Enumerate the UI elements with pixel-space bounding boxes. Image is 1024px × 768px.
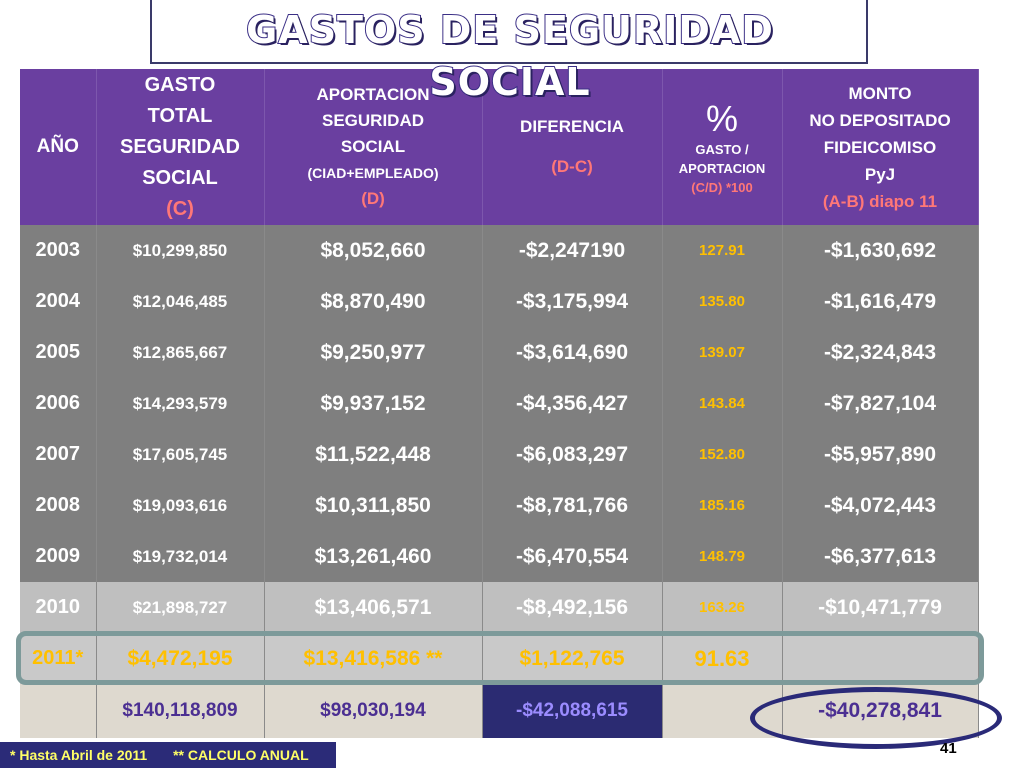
header-gasto-total: GASTO TOTAL SEGURIDAD SOCIAL (C) [96, 69, 265, 225]
cell-porcentaje: 152.80 [662, 429, 783, 480]
cell-gasto: $12,046,485 [96, 276, 265, 327]
header-aportacion: APORTACION SEGURIDAD SOCIAL (CIAD+EMPLEA… [264, 69, 483, 225]
cell-anio: 2007 [20, 429, 97, 480]
cell-gasto: $19,093,616 [96, 480, 265, 531]
cell-anio: 2004 [20, 276, 97, 327]
cell-monto: -$5,957,890 [782, 429, 979, 480]
cell-aportacion: $13,416,586 ** [264, 633, 483, 684]
header-diferencia: DIFERENCIA (D-C) [482, 69, 663, 225]
cell-monto: -$6,377,613 [782, 531, 979, 582]
cell-gasto: $14,293,579 [96, 378, 265, 429]
cell-anio: 2005 [20, 327, 97, 378]
header-anio: AÑO [20, 69, 97, 225]
cell-gasto: $21,898,727 [96, 582, 265, 633]
table-row-totals: $140,118,809 $98,030,194 -$42,088,615 -$… [20, 684, 979, 738]
table-row: 2004 $12,046,485 $8,870,490 -$3,175,994 … [20, 276, 979, 327]
cell-diferencia: $1,122,765 [482, 633, 663, 684]
cell-monto [782, 633, 979, 684]
table-row-2011: 2011* $4,472,195 $13,416,586 ** $1,122,7… [20, 633, 979, 684]
table-row: 2007 $17,605,745 $11,522,448 -$6,083,297… [20, 429, 979, 480]
cell-anio: 2011* [20, 633, 97, 684]
cell-gasto: $19,732,014 [96, 531, 265, 582]
cell-porcentaje: 91.63 [662, 633, 783, 684]
cell-aportacion: $11,522,448 [264, 429, 483, 480]
cell-aportacion: $13,261,460 [264, 531, 483, 582]
cell-diferencia: -$4,356,427 [482, 378, 663, 429]
social-security-table: AÑO GASTO TOTAL SEGURIDAD SOCIAL (C) APO… [20, 69, 979, 738]
header-porcentaje: % GASTO / APORTACION (C/D) *100 [662, 69, 783, 225]
cell-diferencia: -$3,614,690 [482, 327, 663, 378]
title-box [150, 0, 868, 64]
cell-aportacion: $13,406,571 [264, 582, 483, 633]
table-row: 2008 $19,093,616 $10,311,850 -$8,781,766… [20, 480, 979, 531]
cell-diferencia: -$3,175,994 [482, 276, 663, 327]
cell-gasto: $10,299,850 [96, 225, 265, 276]
cell-diferencia: -$2,247190 [482, 225, 663, 276]
cell-gasto: $4,472,195 [96, 633, 265, 684]
table-header-row: AÑO GASTO TOTAL SEGURIDAD SOCIAL (C) APO… [20, 69, 979, 225]
table-row: 2009 $19,732,014 $13,261,460 -$6,470,554… [20, 531, 979, 582]
cell-total-monto: -$40,278,841 [782, 684, 979, 738]
table-row: 2005 $12,865,667 $9,250,977 -$3,614,690 … [20, 327, 979, 378]
cell-total-gasto: $140,118,809 [96, 684, 265, 738]
cell-aportacion: $10,311,850 [264, 480, 483, 531]
cell-porcentaje: 148.79 [662, 531, 783, 582]
cell-porcentaje: 143.84 [662, 378, 783, 429]
slide-title-line-1: GASTOS DE SEGURIDAD [245, 7, 774, 53]
cell-aportacion: $8,870,490 [264, 276, 483, 327]
table-row: 2003 $10,299,850 $8,052,660 -$2,247190 1… [20, 225, 979, 276]
cell-monto: -$7,827,104 [782, 378, 979, 429]
page-number: 41 [940, 740, 957, 757]
cell-monto: -$2,324,843 [782, 327, 979, 378]
cell-anio: 2003 [20, 225, 97, 276]
table-row: 2006 $14,293,579 $9,937,152 -$4,356,427 … [20, 378, 979, 429]
cell-aportacion: $9,250,977 [264, 327, 483, 378]
cell-gasto: $17,605,745 [96, 429, 265, 480]
cell-diferencia: -$8,781,766 [482, 480, 663, 531]
cell-porcentaje: 163.26 [662, 582, 783, 633]
cell-porcentaje: 127.91 [662, 225, 783, 276]
table-row: 2010 $21,898,727 $13,406,571 -$8,492,156… [20, 582, 979, 633]
cell-porcentaje: 139.07 [662, 327, 783, 378]
footnote-bar: * Hasta Abril de 2011 ** CALCULO ANUAL [0, 742, 336, 768]
cell-anio: 2009 [20, 531, 97, 582]
cell-anio: 2008 [20, 480, 97, 531]
cell-total-diferencia: -$42,088,615 [482, 684, 663, 738]
header-monto: MONTO NO DEPOSITADO FIDEICOMISO PyJ (A-B… [782, 69, 979, 225]
cell-porcentaje: 185.16 [662, 480, 783, 531]
cell-diferencia: -$6,083,297 [482, 429, 663, 480]
footnote-hasta-abril: * Hasta Abril de 2011 [10, 747, 148, 763]
cell-monto: -$4,072,443 [782, 480, 979, 531]
cell-total-anio [20, 684, 97, 738]
cell-aportacion: $8,052,660 [264, 225, 483, 276]
cell-gasto: $12,865,667 [96, 327, 265, 378]
cell-anio: 2010 [20, 582, 97, 633]
cell-monto: -$10,471,779 [782, 582, 979, 633]
cell-aportacion: $9,937,152 [264, 378, 483, 429]
footnote-calculo-anual: ** CALCULO ANUAL [173, 747, 309, 763]
cell-total-porcentaje [662, 684, 783, 738]
cell-monto: -$1,616,479 [782, 276, 979, 327]
cell-porcentaje: 135.80 [662, 276, 783, 327]
cell-monto: -$1,630,692 [782, 225, 979, 276]
cell-total-aportacion: $98,030,194 [264, 684, 483, 738]
slide-title-line-2: SOCIAL [428, 59, 591, 105]
cell-diferencia: -$6,470,554 [482, 531, 663, 582]
cell-anio: 2006 [20, 378, 97, 429]
cell-diferencia: -$8,492,156 [482, 582, 663, 633]
